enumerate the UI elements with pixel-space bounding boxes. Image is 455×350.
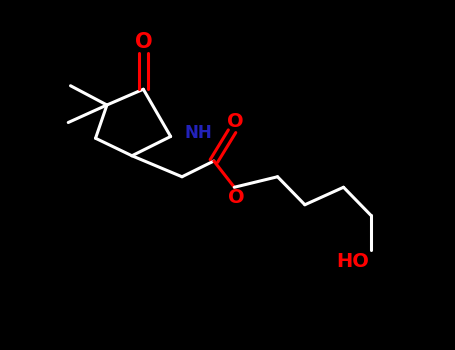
Text: O: O	[228, 112, 244, 131]
Text: O: O	[228, 188, 245, 206]
Text: O: O	[135, 32, 152, 52]
Text: HO: HO	[336, 252, 369, 271]
Text: NH: NH	[184, 124, 212, 142]
